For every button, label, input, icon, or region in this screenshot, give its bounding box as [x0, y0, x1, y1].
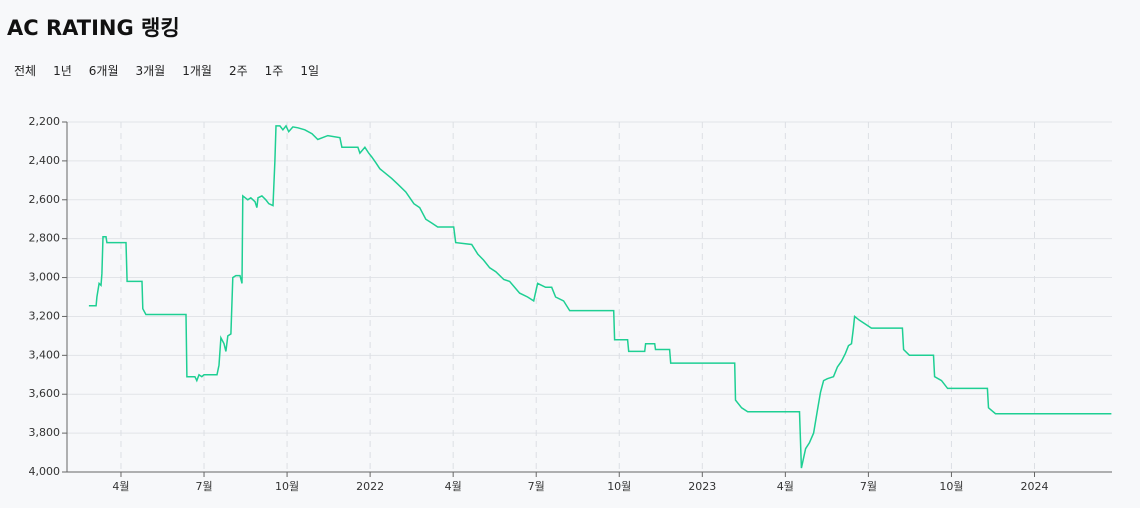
x-tick-label: 10월 — [939, 480, 963, 493]
x-tick-label: 2023 — [688, 480, 716, 493]
range-button[interactable]: 1주 — [264, 64, 284, 78]
range-button[interactable]: 1년 — [53, 64, 72, 78]
range-button[interactable]: 1일 — [300, 64, 319, 78]
page-title: AC RATING 랭킹 — [7, 16, 180, 40]
x-tick-label: 10월 — [607, 480, 631, 493]
y-tick-label: 3,000 — [29, 271, 61, 284]
y-tick-label: 2,200 — [29, 115, 61, 128]
x-tick-label: 4월 — [777, 480, 794, 493]
x-tick-label: 7월 — [195, 480, 212, 493]
x-tick-label: 2024 — [1020, 480, 1048, 493]
range-button[interactable]: 1개월 — [182, 64, 212, 78]
x-tick-label: 7월 — [528, 480, 545, 493]
y-tick-label: 3,200 — [29, 309, 61, 322]
y-tick-label: 3,600 — [29, 387, 61, 400]
x-tick-label: 4월 — [112, 480, 129, 493]
y-tick-label: 2,800 — [29, 232, 61, 245]
y-tick-label: 3,400 — [29, 348, 61, 361]
range-button[interactable]: 전체 — [14, 64, 37, 78]
x-tick-label: 10월 — [275, 480, 299, 493]
y-tick-label: 2,600 — [29, 193, 61, 206]
range-button[interactable]: 6개월 — [88, 64, 119, 78]
y-tick-label: 3,800 — [29, 426, 61, 439]
y-tick-label: 4,000 — [29, 465, 61, 478]
x-tick-label: 4월 — [445, 480, 462, 493]
range-buttons: 전체 1년 6개월 3개월 1개월 2주 1주 1일 — [6, 60, 328, 81]
x-tick-label: 2022 — [356, 480, 384, 493]
range-button[interactable]: 2주 — [228, 64, 248, 78]
rating-line — [88, 124, 1112, 469]
x-tick-label: 7월 — [860, 480, 877, 493]
y-tick-label: 2,400 — [29, 154, 61, 167]
range-button[interactable]: 3개월 — [135, 64, 166, 78]
